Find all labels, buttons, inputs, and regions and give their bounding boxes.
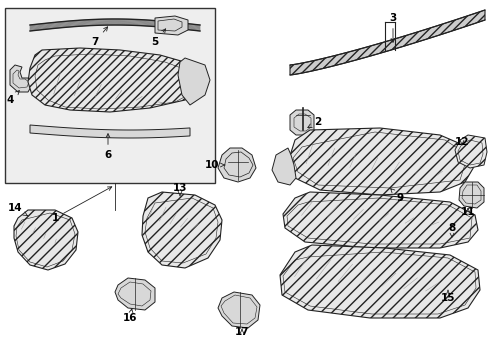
Polygon shape (280, 245, 479, 318)
Text: 5: 5 (151, 29, 165, 47)
Polygon shape (287, 128, 474, 195)
Text: 12: 12 (454, 137, 468, 147)
Polygon shape (14, 210, 78, 270)
Text: 4: 4 (6, 91, 20, 105)
Text: 13: 13 (172, 183, 187, 196)
Bar (5, 8, 215, 183)
Circle shape (165, 224, 198, 256)
Text: 2: 2 (307, 117, 321, 127)
Circle shape (367, 263, 411, 307)
Polygon shape (178, 58, 209, 105)
Polygon shape (289, 110, 313, 135)
Polygon shape (30, 125, 190, 138)
Text: 8: 8 (447, 223, 455, 237)
Polygon shape (10, 65, 32, 92)
Polygon shape (218, 148, 256, 182)
Text: 10: 10 (204, 160, 224, 170)
Polygon shape (218, 292, 260, 328)
Polygon shape (454, 135, 486, 168)
Text: 6: 6 (104, 134, 111, 160)
Polygon shape (458, 182, 483, 208)
Polygon shape (28, 48, 204, 112)
Text: 11: 11 (460, 207, 474, 217)
Circle shape (34, 228, 58, 252)
Polygon shape (115, 278, 155, 310)
Polygon shape (155, 16, 187, 35)
Text: 7: 7 (91, 27, 107, 47)
Text: 16: 16 (122, 309, 137, 323)
Text: 17: 17 (234, 327, 249, 337)
Polygon shape (289, 10, 484, 75)
Polygon shape (283, 192, 477, 248)
Polygon shape (271, 148, 295, 185)
Text: 14: 14 (8, 203, 27, 216)
Polygon shape (142, 192, 222, 268)
Text: 9: 9 (390, 189, 403, 203)
Text: 3: 3 (388, 13, 396, 42)
Text: 15: 15 (440, 290, 454, 303)
Text: 1: 1 (51, 187, 112, 223)
